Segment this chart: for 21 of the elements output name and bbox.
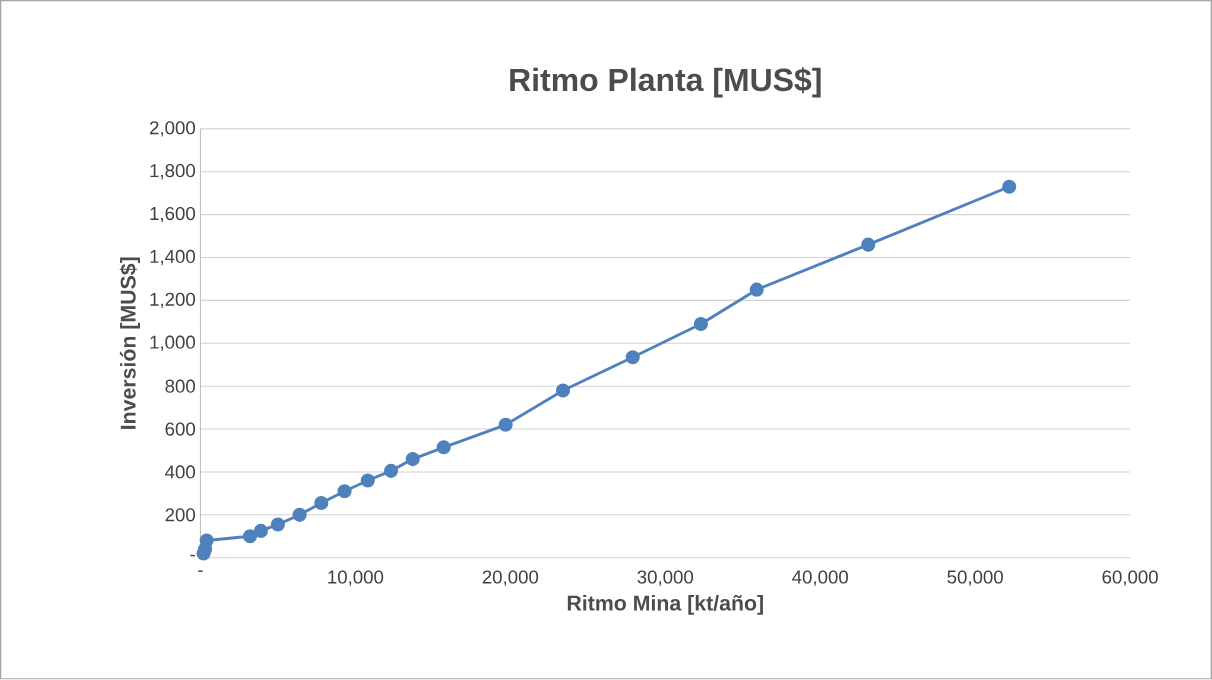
x-tick-label: 40,000 — [792, 570, 848, 587]
x-tick-label: 10,000 — [328, 570, 384, 587]
y-tick-label: 1,400 — [150, 250, 196, 266]
x-axis-title: Ritmo Mina [kt/año] — [567, 595, 763, 616]
y-tick-label: 200 — [165, 508, 196, 522]
y-tick-label: 1,200 — [150, 292, 196, 309]
chart-title: Ritmo Planta [MUS$] — [510, 67, 821, 98]
y-tick-label: - — [190, 555, 195, 557]
y-axis-title: Inversión [MUS$] — [119, 257, 140, 430]
y-tick-label: 400 — [165, 465, 196, 479]
y-tick-label: 800 — [165, 379, 196, 393]
y-tick-label: 1,600 — [150, 207, 196, 223]
x-tick-label: 20,000 — [482, 570, 539, 587]
y-tick-label: 1,000 — [150, 335, 196, 352]
y-tick-label: 1,800 — [150, 164, 196, 180]
x-tick-label: 30,000 — [637, 570, 694, 587]
y-tick-label: 600 — [165, 422, 196, 436]
x-tick-label: 60,000 — [1102, 570, 1158, 587]
x-tick-label: 50,000 — [947, 570, 1003, 587]
x-tick-label: - — [198, 570, 203, 573]
y-tick-label: 2,000 — [150, 121, 196, 137]
